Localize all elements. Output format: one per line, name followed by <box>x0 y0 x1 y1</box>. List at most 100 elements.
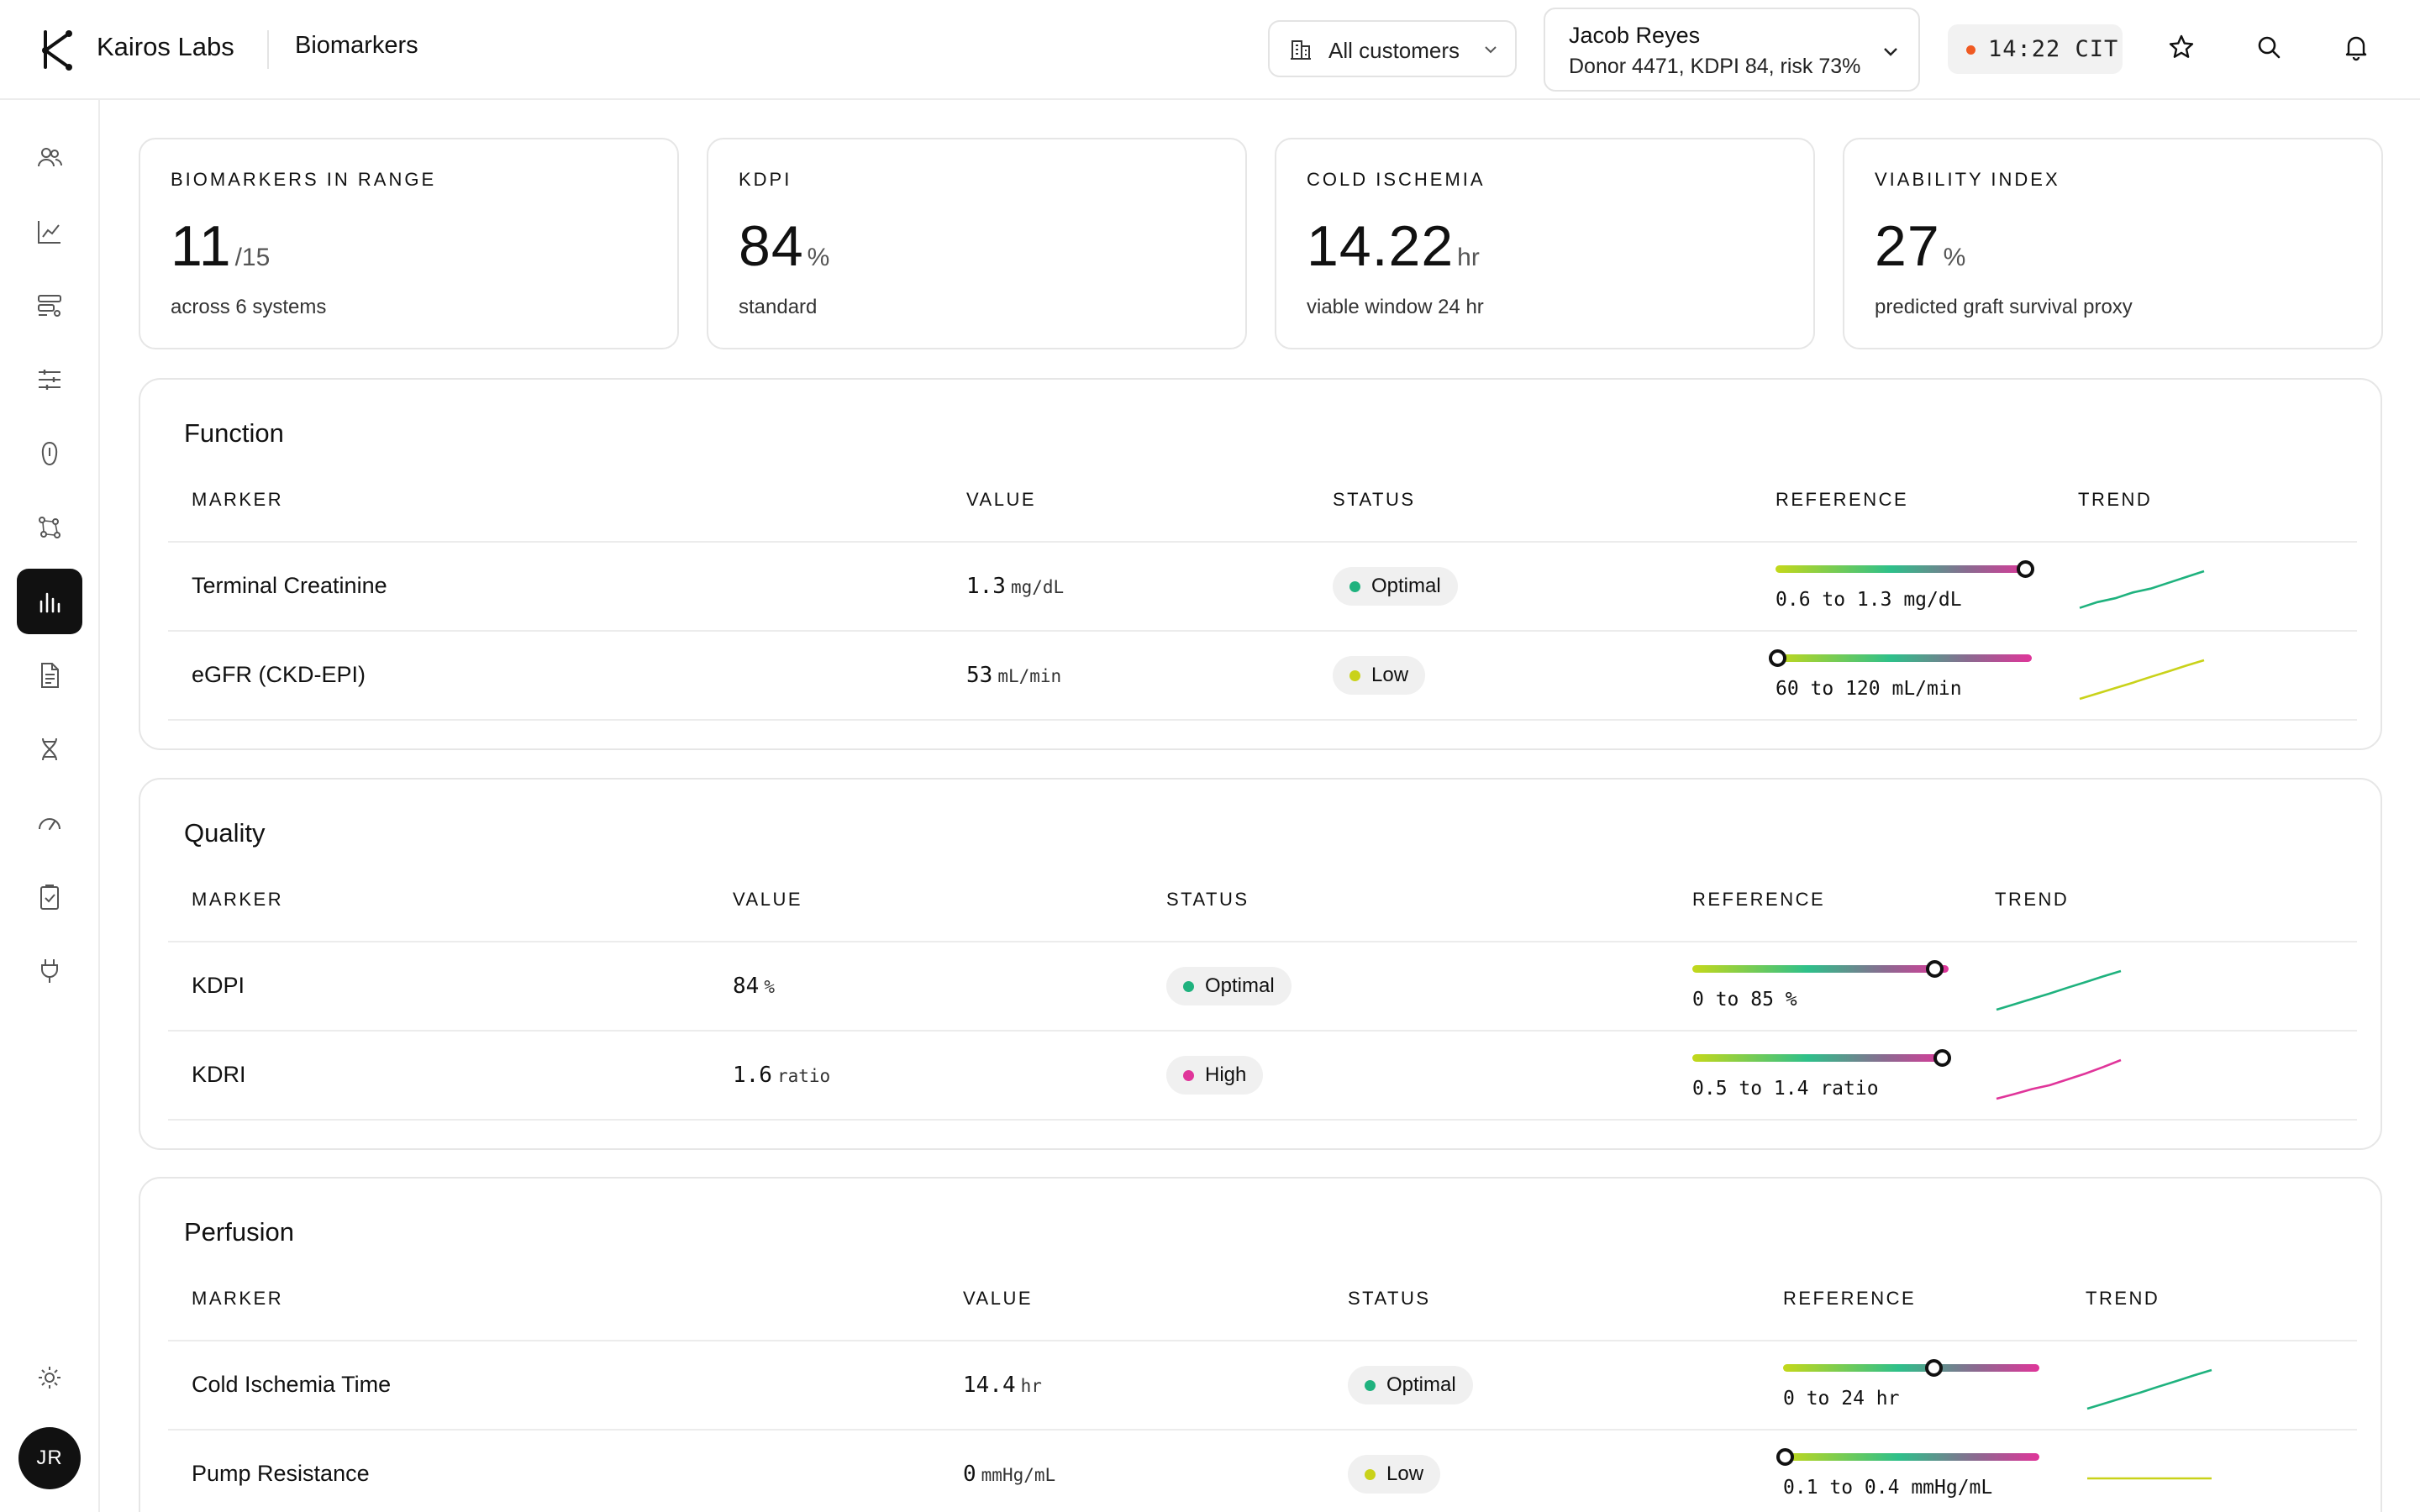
reference-range: 60 to 120 mL/min <box>1769 648 2044 707</box>
value-unit: mmHg/mL <box>981 1465 1056 1485</box>
star-icon[interactable] <box>2166 32 2196 62</box>
status-label: Low <box>1371 664 1409 686</box>
status-badge: Optimal <box>1166 967 1292 1005</box>
stat-unit: % <box>1943 244 1966 271</box>
stat-value-wrap: 84% <box>739 213 829 279</box>
document-icon <box>41 663 59 688</box>
reference-bar <box>1783 1364 2039 1372</box>
trend-line <box>2079 570 2205 609</box>
stat-subtitle: predicted graft survival proxy <box>1875 296 2133 318</box>
customer-filter-label: All customers <box>1328 38 1460 63</box>
marker-name: Cold Ischemia Time <box>192 1372 392 1397</box>
table-row[interactable]: eGFR (CKD-EPI) 53 mL/min Low 60 to 120 mL/mi… <box>168 632 2357 721</box>
table-row[interactable]: Pump Resistance 0 mmHg/mL Low 0.1 to 0.4 mmH… <box>168 1431 2357 1512</box>
stat-value-wrap: 27% <box>1875 213 1965 279</box>
sidebar-item-filters[interactable] <box>17 273 82 339</box>
value-number: 1.6 <box>733 1063 772 1088</box>
value-number: 14.4 <box>963 1373 1016 1398</box>
live-status-dot <box>1966 45 1975 55</box>
marker-value: 53 mL/min <box>966 663 1061 688</box>
column-header-marker: MARKER <box>192 889 284 910</box>
value-unit: mL/min <box>997 666 1062 686</box>
table-row[interactable]: KDPI 84% Optimal 0 to 85 % <box>168 942 2357 1032</box>
reference-bar <box>1776 565 2032 573</box>
patient-name: Jacob Reyes <box>1569 23 1701 48</box>
dna-icon <box>42 738 57 761</box>
column-header-reference: REFERENCE <box>1776 489 1909 510</box>
sidebar-item-performance[interactable] <box>17 790 82 856</box>
sidebar-item-genomics[interactable] <box>17 717 82 782</box>
status-label: High <box>1205 1063 1247 1086</box>
sidebar-item-tasks[interactable] <box>17 864 82 930</box>
line-chart-icon <box>38 221 60 244</box>
marker-value: 1.3 mg/dL <box>966 574 1064 599</box>
status-dot <box>1183 981 1194 992</box>
table-row[interactable]: Cold Ischemia Time 14.4 hr Optimal 0 to 24 h… <box>168 1341 2357 1431</box>
building-icon <box>1291 40 1311 60</box>
sidebar-item-integrations[interactable] <box>17 938 82 1004</box>
stat-value: 11 <box>171 214 232 278</box>
search-icon[interactable] <box>2254 32 2284 62</box>
stat-card-kdpi: KDPI 84% standard <box>707 138 1247 349</box>
bell-icon[interactable] <box>2341 32 2371 62</box>
top-bar: Kairos Labs Biomarkers All customers Jac… <box>0 0 2420 100</box>
marker-name: KDRI <box>192 1062 246 1087</box>
marker-value: 1.6 ratio <box>733 1063 830 1088</box>
status-dot <box>1349 670 1360 681</box>
sidebar-item-analytics[interactable] <box>17 199 82 265</box>
sidebar-item-organ[interactable] <box>17 421 82 486</box>
status-badge: Optimal <box>1348 1366 1473 1404</box>
reference-text: 0.5 to 1.4 ratio <box>1692 1078 1879 1100</box>
sidebar-item-network[interactable] <box>17 495 82 560</box>
reference-marker <box>1925 1359 1943 1377</box>
column-header-value: VALUE <box>966 489 1037 510</box>
sidebar-item-biomarkers[interactable] <box>17 569 82 634</box>
customer-filter-dropdown[interactable]: All customers <box>1268 20 1517 77</box>
reference-text: 0 to 24 hr <box>1783 1388 1900 1410</box>
theme-toggle-button[interactable] <box>17 1345 82 1410</box>
header-divider <box>267 30 269 69</box>
sun-icon <box>39 1367 60 1389</box>
sidebar-item-documents[interactable] <box>17 643 82 708</box>
reference-range: 0.6 to 1.3 mg/dL <box>1776 559 2044 618</box>
status-label: Optimal <box>1205 974 1275 997</box>
chevron-down-icon <box>1884 48 1897 56</box>
user-avatar[interactable]: JR <box>18 1427 81 1489</box>
sidebar-item-settings[interactable] <box>17 347 82 412</box>
table-row[interactable]: KDRI 1.6 ratio High 0.5 to 1.4 ratio <box>168 1032 2357 1121</box>
column-header-value: VALUE <box>733 889 803 910</box>
patient-selector[interactable]: Jacob Reyes Donor 4471, KDPI 84, risk 73… <box>1544 8 1920 92</box>
bar-chart-icon <box>39 592 60 613</box>
reference-marker <box>2017 560 2034 578</box>
table-header: MARKER VALUE STATUS REFERENCE TREND <box>168 1288 2357 1341</box>
status-badge: Low <box>1348 1455 1441 1494</box>
stat-card-biomarkers-in-range: BIOMARKERS IN RANGE 11/15 across 6 syste… <box>139 138 679 349</box>
stat-title: BIOMARKERS IN RANGE <box>171 169 437 190</box>
trend-line <box>2086 1368 2212 1410</box>
plug-icon <box>41 959 58 983</box>
section-title: Quality <box>184 818 266 848</box>
stat-subtitle: across 6 systems <box>171 296 327 318</box>
column-header-status: STATUS <box>1348 1288 1431 1309</box>
value-unit: % <box>764 977 775 997</box>
patient-info: Donor 4471, KDPI 84, risk 73% <box>1569 55 1861 78</box>
stat-unit: % <box>807 244 830 271</box>
reference-bar <box>1776 654 2032 662</box>
trend-sparkline <box>1996 969 2122 1011</box>
stat-value: 27 <box>1875 214 1940 278</box>
users-icon <box>38 148 62 167</box>
network-icon <box>39 517 60 538</box>
stat-value: 84 <box>739 214 804 278</box>
trend-line <box>1996 1058 2122 1100</box>
sidebar-item-users[interactable] <box>17 125 82 191</box>
reference-text: 0 to 85 % <box>1692 989 1797 1011</box>
stat-title: COLD ISCHEMIA <box>1307 169 1486 190</box>
table-row[interactable]: Terminal Creatinine 1.3 mg/dL Optimal 0.6 to… <box>168 543 2357 632</box>
reference-bar <box>1692 1054 1949 1062</box>
status-dot <box>1183 1070 1194 1081</box>
reference-text: 60 to 120 mL/min <box>1776 678 1962 700</box>
column-header-trend: TREND <box>2078 489 2153 510</box>
status-dot <box>1349 581 1360 592</box>
value-number: 53 <box>966 663 993 688</box>
kairos-logo-icon[interactable] <box>39 29 76 71</box>
